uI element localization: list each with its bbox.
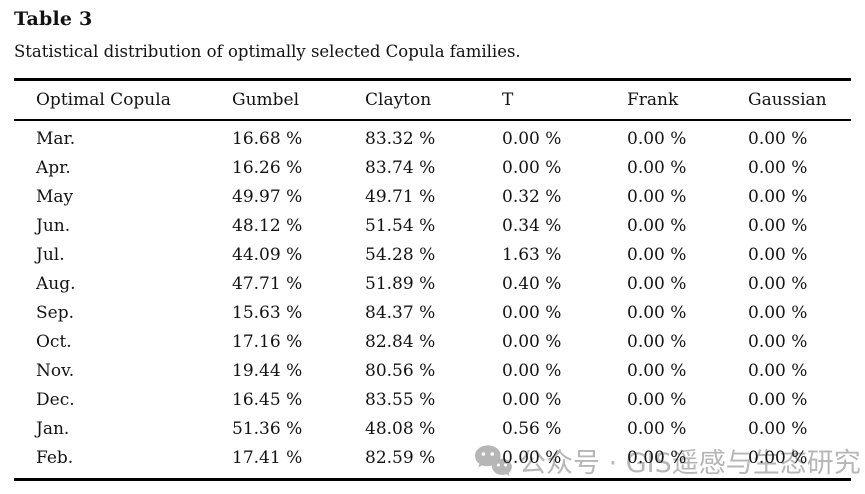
- value-cell: 0.00 %: [502, 390, 562, 410]
- month-cell: Jun.: [36, 216, 71, 236]
- value-cell: 0.00 %: [627, 216, 687, 236]
- value-cell: 80.56 %: [365, 361, 436, 381]
- value-cell: 0.00 %: [627, 187, 687, 207]
- value-cell: 0.34 %: [502, 216, 562, 236]
- value-cell: 47.71 %: [232, 274, 303, 294]
- table-row: Oct. 17.16 % 82.84 % 0.00 % 0.00 % 0.00 %: [14, 328, 851, 357]
- column-header-optimal-copula: Optimal Copula: [14, 79, 232, 121]
- value-cell: 0.00 %: [627, 274, 687, 294]
- value-cell: 0.00 %: [748, 303, 808, 323]
- table-row: Nov. 19.44 % 80.56 % 0.00 % 0.00 % 0.00 %: [14, 357, 851, 386]
- value-cell: 83.55 %: [365, 390, 436, 410]
- value-cell: 0.00 %: [627, 129, 687, 149]
- value-cell: 0.00 %: [748, 390, 808, 410]
- month-cell: Dec.: [36, 390, 75, 410]
- table-row: Dec. 16.45 % 83.55 % 0.00 % 0.00 % 0.00 %: [14, 386, 851, 415]
- value-cell: 0.00 %: [748, 158, 808, 178]
- watermark: 公众号 · GIS遥感与生态研究: [474, 441, 861, 480]
- column-header-gumbel: Gumbel: [232, 79, 365, 121]
- table-row: Sep. 15.63 % 84.37 % 0.00 % 0.00 % 0.00 %: [14, 299, 851, 328]
- value-cell: 48.08 %: [365, 419, 436, 439]
- month-cell: Aug.: [36, 274, 76, 294]
- value-cell: 0.00 %: [748, 361, 808, 381]
- value-cell: 17.16 %: [232, 332, 303, 352]
- table-row: Mar. 16.68 % 83.32 % 0.00 % 0.00 % 0.00 %: [14, 120, 851, 154]
- copula-distribution-table: Optimal Copula Gumbel Clayton T Frank Gaussia…: [14, 78, 851, 481]
- value-cell: 0.00 %: [502, 332, 562, 352]
- table-caption: Statistical distribution of optimally se…: [14, 42, 521, 61]
- value-cell: 0.40 %: [502, 274, 562, 294]
- value-cell: 0.00 %: [748, 245, 808, 265]
- month-cell: Apr.: [36, 158, 71, 178]
- table-row: Feb. 17.41 % 82.59 % 0.00 % 0.00 % 0.00 %: [14, 444, 851, 480]
- month-cell: Jul.: [36, 245, 65, 265]
- value-cell: 0.00 %: [502, 303, 562, 323]
- watermark-text: 公众号 · GIS遥感与生态研究: [519, 448, 861, 479]
- value-cell: 0.00 %: [627, 303, 687, 323]
- value-cell: 83.74 %: [365, 158, 436, 178]
- column-header-t: T: [502, 79, 627, 121]
- month-cell: Oct.: [36, 332, 72, 352]
- month-cell: Jan.: [36, 419, 70, 439]
- value-cell: 44.09 %: [232, 245, 303, 265]
- value-cell: 0.00 %: [502, 158, 562, 178]
- value-cell: 0.00 %: [748, 129, 808, 149]
- value-cell: 82.84 %: [365, 332, 436, 352]
- column-header-frank: Frank: [627, 79, 748, 121]
- value-cell: 0.00 %: [748, 419, 808, 439]
- value-cell: 16.45 %: [232, 390, 303, 410]
- value-cell: 16.68 %: [232, 129, 303, 149]
- value-cell: 0.00 %: [627, 245, 687, 265]
- value-cell: 0.00 %: [627, 390, 687, 410]
- value-cell: 0.32 %: [502, 187, 562, 207]
- value-cell: 0.00 %: [748, 448, 808, 468]
- month-cell: Sep.: [36, 303, 74, 323]
- value-cell: 0.00 %: [627, 332, 687, 352]
- value-cell: 49.71 %: [365, 187, 436, 207]
- value-cell: 0.00 %: [502, 361, 562, 381]
- table-row: Apr. 16.26 % 83.74 % 0.00 % 0.00 % 0.00 %: [14, 154, 851, 183]
- value-cell: 16.26 %: [232, 158, 303, 178]
- value-cell: 48.12 %: [232, 216, 303, 236]
- value-cell: 0.00 %: [748, 187, 808, 207]
- table-row: May 49.97 % 49.71 % 0.32 % 0.00 % 0.00 %: [14, 183, 851, 212]
- value-cell: 83.32 %: [365, 129, 436, 149]
- table-header-row: Optimal Copula Gumbel Clayton T Frank Gaussia…: [14, 79, 851, 121]
- value-cell: 0.00 %: [748, 216, 808, 236]
- table-row: Jul. 44.09 % 54.28 % 1.63 % 0.00 % 0.00 %: [14, 241, 851, 270]
- month-cell: May: [36, 187, 74, 207]
- month-cell: Mar.: [36, 129, 76, 149]
- value-cell: 0.00 %: [502, 448, 562, 468]
- value-cell: 1.63 %: [502, 245, 562, 265]
- value-cell: 19.44 %: [232, 361, 303, 381]
- column-header-clayton: Clayton: [365, 79, 502, 121]
- table-row: Aug. 47.71 % 51.89 % 0.40 % 0.00 % 0.00 %: [14, 270, 851, 299]
- table-row: Jan. 51.36 % 48.08 % 0.56 % 0.00 % 0.00 %: [14, 415, 851, 444]
- value-cell: 51.89 %: [365, 274, 436, 294]
- column-header-gaussian: Gaussian: [748, 79, 851, 121]
- value-cell: 54.28 %: [365, 245, 436, 265]
- value-cell: 15.63 %: [232, 303, 303, 323]
- wechat-icon: [475, 444, 512, 476]
- value-cell: 0.00 %: [748, 274, 808, 294]
- value-cell: 0.56 %: [502, 419, 562, 439]
- value-cell: 0.00 %: [627, 448, 687, 468]
- table-title: Table 3: [14, 8, 93, 30]
- month-cell: Nov.: [36, 361, 75, 381]
- table-row: Jun. 48.12 % 51.54 % 0.34 % 0.00 % 0.00 %: [14, 212, 851, 241]
- value-cell: 84.37 %: [365, 303, 436, 323]
- value-cell: 49.97 %: [232, 187, 303, 207]
- value-cell: 0.00 %: [748, 332, 808, 352]
- value-cell: 82.59 %: [365, 448, 436, 468]
- value-cell: 0.00 %: [627, 158, 687, 178]
- month-cell: Feb.: [36, 448, 74, 468]
- value-cell: 51.54 %: [365, 216, 436, 236]
- value-cell: 17.41 %: [232, 448, 303, 468]
- value-cell: 0.00 %: [502, 129, 562, 149]
- value-cell: 51.36 %: [232, 419, 303, 439]
- value-cell: 0.00 %: [627, 419, 687, 439]
- value-cell: 0.00 %: [627, 361, 687, 381]
